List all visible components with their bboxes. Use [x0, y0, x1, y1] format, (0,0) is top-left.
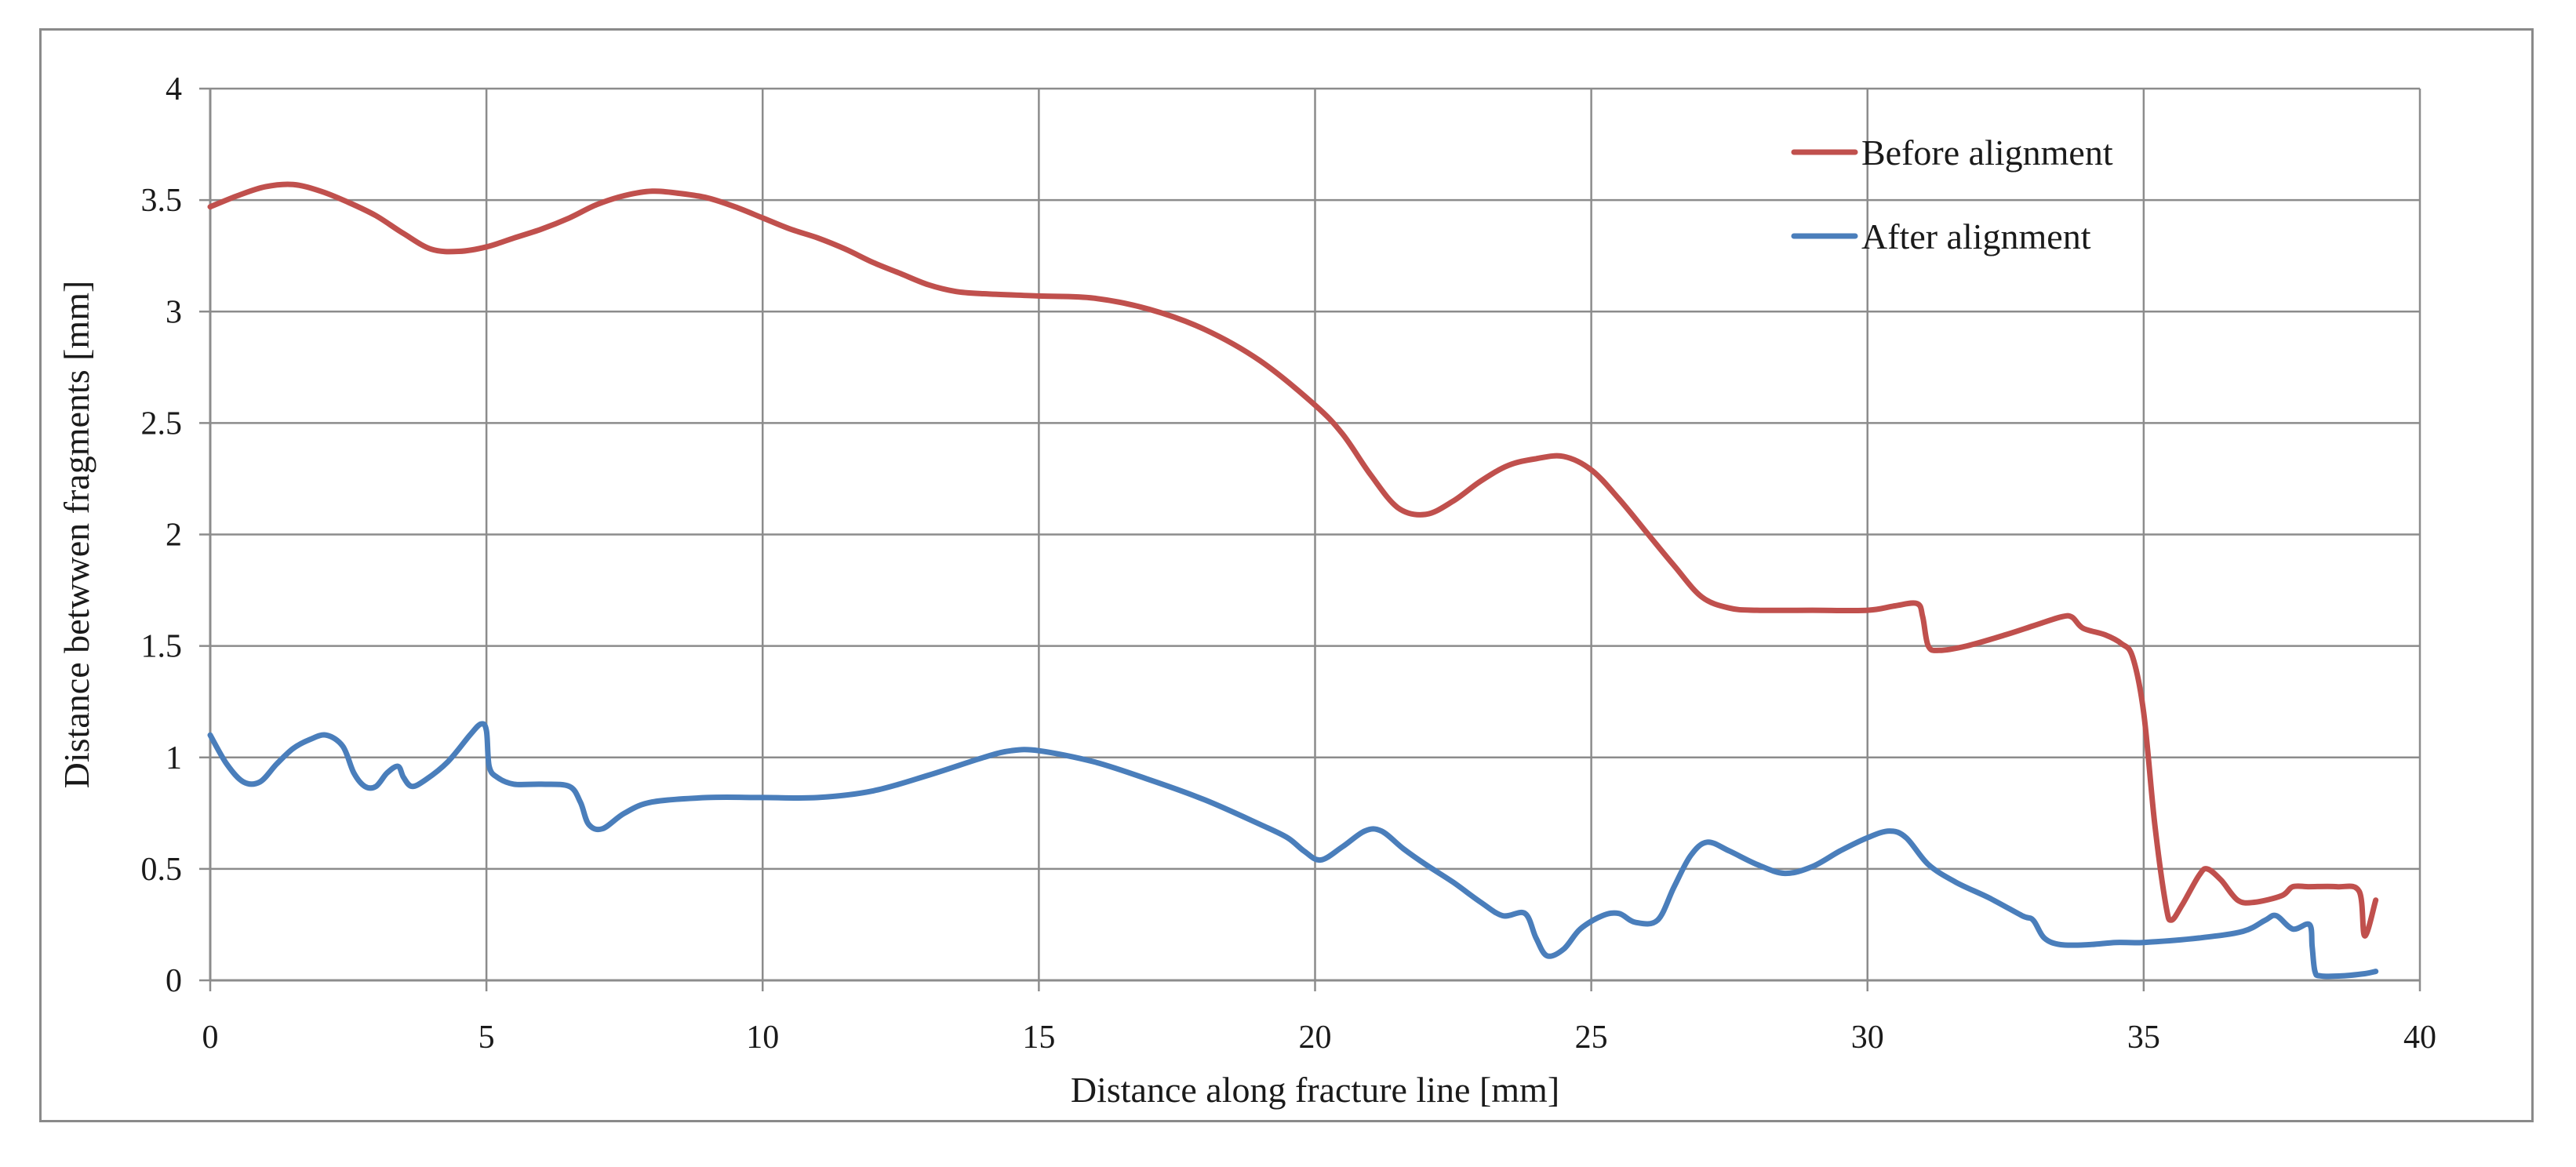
x-tick-label: 10 — [746, 1020, 779, 1056]
chart-frame: 0 5 10 15 20 25 30 35 40 0 0.5 1 1.5 2 2.5 3 3.5 4 Distan… — [39, 28, 2534, 1122]
tick-labels: 0 5 10 15 20 25 30 35 40 0 0.5 1 1.5 2 2.5 3 3.5 4 — [141, 71, 2437, 1056]
series-lines — [207, 181, 2379, 980]
y-axis-title: Distance betwwen fragments [mm] — [56, 281, 96, 789]
line-chart: 0 5 10 15 20 25 30 35 40 0 0.5 1 1.5 2 2.5 3 3.5 4 Distan… — [56, 71, 2437, 1110]
y-tick-label: 1 — [166, 740, 182, 776]
grid — [210, 87, 2421, 980]
series-line-after-alignment — [207, 721, 2379, 980]
x-tick-label: 20 — [1299, 1020, 1332, 1056]
legend-label-before-alignment: Before alignment — [1861, 133, 2113, 173]
y-tick-label: 4 — [166, 71, 182, 107]
x-tick-label: 40 — [2403, 1020, 2436, 1056]
x-tick-label: 30 — [1851, 1020, 1884, 1056]
series-line-before-alignment — [207, 181, 2379, 939]
y-tick-label: 3 — [166, 294, 182, 330]
y-tick-label: 1.5 — [141, 629, 183, 665]
x-tick-label: 35 — [2127, 1020, 2160, 1056]
axes — [199, 87, 2421, 991]
x-tick-label: 15 — [1022, 1020, 1055, 1056]
legend-label-after-alignment: After alignment — [1861, 216, 2091, 256]
x-tick-label: 5 — [478, 1020, 495, 1056]
y-tick-label: 3.5 — [141, 183, 183, 219]
x-tick-label: 0 — [202, 1020, 219, 1056]
y-tick-label: 2.5 — [141, 405, 183, 442]
x-axis-title: Distance along fracture line [mm] — [1071, 1070, 1559, 1110]
y-tick-label: 0 — [166, 963, 182, 999]
y-tick-label: 0.5 — [141, 852, 183, 888]
y-tick-label: 2 — [166, 518, 182, 554]
x-tick-label: 25 — [1575, 1020, 1608, 1056]
legend: Before alignment After alignment — [1791, 133, 2113, 256]
